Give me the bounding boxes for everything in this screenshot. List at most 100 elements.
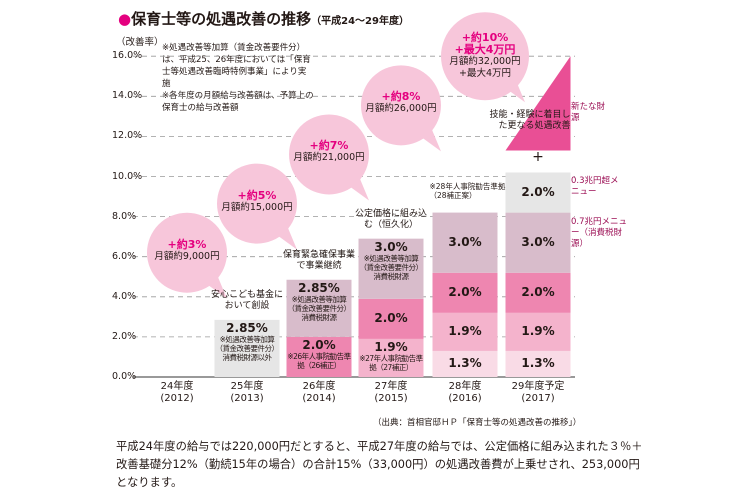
speech-bubble-tail	[275, 225, 297, 250]
x-tick-ad: (2014)	[302, 393, 336, 404]
segment-value: 1.9%	[374, 340, 408, 354]
side-label-03: 0.3兆円超メニュー	[571, 176, 619, 197]
y-tick-label: 12.0%	[112, 130, 143, 142]
bubble-percent: +約8%	[381, 90, 421, 104]
segment-value: 3.0%	[521, 235, 555, 249]
y-tick-label: 14.0%	[112, 90, 143, 102]
bar-segment	[505, 172, 571, 213]
speech-bubble	[361, 65, 441, 146]
speech-bubble-tail	[503, 78, 525, 103]
bubble-percent: +約10% +最大4万円	[454, 31, 516, 57]
source-citation: （出典：首相官邸ＨＰ「保育士等の処遇改善の推移」）	[373, 418, 582, 428]
x-tick-year: 25年度	[230, 381, 264, 392]
bubble-text: +約7% 月額約21,000円	[269, 140, 389, 164]
bubble-amount: 月額約9,000円	[154, 250, 220, 262]
y-tick-label: 6.0%	[112, 250, 137, 262]
y-tick-label: 8.0%	[112, 210, 137, 222]
speech-bubble	[217, 163, 297, 244]
x-tick-ad: (2013)	[230, 393, 264, 404]
segment-value: 2.0%	[521, 285, 555, 299]
bubble-text: +約10% +最大4万円 月額約32,000円 +最大4万円	[425, 32, 545, 80]
segment-note: ※26年人事院勧告準拠（26補正）	[287, 351, 351, 370]
bar-caption: 保育緊急確保事業で事業継続	[282, 249, 355, 271]
segment-value: 2.85%	[298, 281, 340, 295]
x-tick-label: 24年度 (2012)	[137, 381, 217, 405]
bar-caption: 安心こども基金において創設	[210, 289, 283, 311]
note-1: ※処遇改善等加算（賃金改善要件分）は、平成25、26年度においては「保育士等処遇…	[162, 43, 311, 89]
bubble-text: +約3% 月額約9,000円	[127, 238, 247, 263]
segment-label: 2.0%	[506, 186, 571, 199]
body-paragraph: 平成24年度の給与では220,000円だとすると、平成27年度の給与では、公定価…	[116, 440, 643, 489]
y-tick-label: 0.0%	[112, 371, 137, 382]
y-tick-label: 10.0%	[112, 170, 143, 182]
speech-bubble-tail	[205, 274, 227, 299]
title-sub: （平成24～29年度）	[311, 16, 409, 27]
bar-segment	[358, 298, 424, 339]
segment-value: 1.9%	[521, 324, 555, 338]
title-main: 保育士等の処遇改善の推移	[131, 10, 312, 28]
segment-note: ※処遇改善等加算（賃金改善要件分）消費税財源	[287, 294, 352, 322]
segment-label: 3.0%	[433, 236, 498, 249]
x-tick-year: 27年度	[374, 381, 408, 392]
speech-bubble	[147, 212, 227, 293]
x-tick-year: 28年度	[448, 381, 482, 392]
segment-value: 1.3%	[448, 356, 482, 370]
bar-segment	[432, 212, 498, 273]
bubble-percent: +約7%	[309, 139, 349, 153]
y-axis-label: （改善率）	[116, 37, 164, 48]
chart-title: ●保育士等の処遇改善の推移（平成24～29年度）	[118, 8, 409, 29]
bubble-text: +約5% 月額約15,000円	[197, 189, 317, 214]
segment-value: 3.0%	[374, 240, 408, 254]
bar-segment	[358, 338, 424, 377]
segment-label: 2.0%	[506, 286, 571, 299]
bubble-text: +約8% 月額約26,000円	[341, 91, 461, 115]
segment-value: 3.0%	[448, 235, 482, 249]
segment-label: 2.0%	[359, 312, 424, 325]
x-tick-year: 26年度	[302, 381, 336, 392]
bar-segment	[286, 279, 352, 337]
segment-label: 2.0% ※26年人事院勧告準拠（26補正）	[287, 339, 352, 370]
bar-segment	[358, 238, 424, 299]
segment-label: 3.0%	[506, 236, 571, 249]
bar-segment	[432, 350, 498, 377]
segment-label: 1.3%	[506, 357, 571, 370]
segment-value: 2.0%	[302, 338, 336, 352]
bar-caption: ※28年人事院勧告準拠（28補正案）	[429, 181, 506, 200]
segment-label: 2.0%	[433, 286, 498, 299]
segment-label: 1.3%	[433, 357, 498, 370]
x-tick-label: 29年度予定 (2017)	[498, 381, 578, 405]
note-2: ※各年度の月額給与改善額は、予算上の保育士の給与改善額	[162, 91, 314, 113]
segment-label: 1.9%	[433, 325, 498, 338]
bubble-amount: 月額約32,000円 +最大4万円	[449, 56, 521, 80]
segment-note: ※27年人事院勧告準拠（27補正）	[359, 353, 423, 372]
speech-bubble	[289, 114, 369, 195]
speech-bubble-tail	[419, 127, 441, 152]
y-tick-label: 4.0%	[112, 290, 137, 302]
bubble-amount: 月額約15,000円	[221, 201, 293, 213]
segment-value: 2.0%	[521, 185, 555, 199]
segment-label: 1.9%	[506, 325, 571, 338]
segment-label: 2.85% ※処遇改善等加算（賃金改善要件分）消費税財源以外	[215, 322, 280, 362]
segment-value: 2.0%	[448, 285, 482, 299]
y-tick-label: 2.0%	[112, 330, 137, 342]
bar-caption: 公定価格に組み込む（恒久化）	[354, 208, 427, 230]
segment-value: 1.3%	[521, 356, 555, 370]
segment-note: ※処遇改善等加算（賃金改善要件分）消費税財源以外	[215, 334, 280, 362]
bar-segment	[505, 272, 571, 313]
speech-bubble-tail	[347, 176, 369, 201]
bubble-amount: 月額約21,000円	[293, 152, 365, 164]
segment-note: ※処遇改善等加算（賃金改善要件分）消費税財源	[359, 253, 424, 281]
new-funding-triangle	[505, 56, 571, 151]
bar-segment	[505, 350, 571, 377]
bar-caption: 技能・経験に着目した更なる処遇改善	[489, 110, 571, 132]
bar-segment	[432, 312, 498, 351]
segment-value: 2.85%	[226, 321, 268, 335]
x-tick-ad: (2012)	[160, 393, 194, 404]
y-tick-label: 16.0%	[112, 50, 143, 62]
x-tick-label: 27年度 (2015)	[351, 381, 431, 405]
segment-label: 2.85% ※処遇改善等加算（賃金改善要件分）消費税財源	[287, 282, 352, 322]
bar-segment	[505, 212, 571, 273]
bullet-icon: ●	[118, 10, 132, 28]
side-label-new: 新たな財源	[571, 102, 606, 123]
